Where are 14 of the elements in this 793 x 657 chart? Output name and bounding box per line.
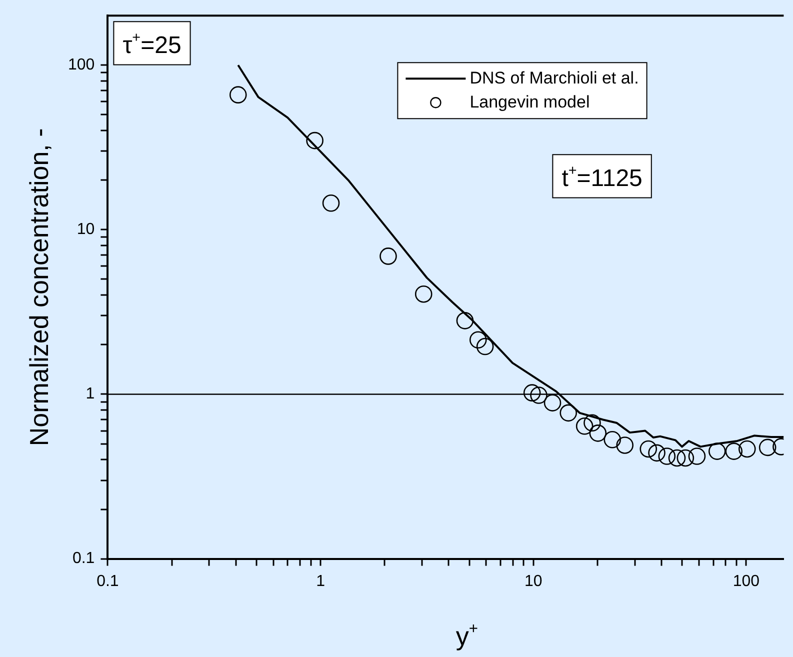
legend-label: DNS of Marchioli et al. xyxy=(470,68,639,88)
y-tick-label: 10 xyxy=(76,221,95,238)
annotation: t+=1125 xyxy=(562,163,642,192)
annotation: τ+=25 xyxy=(122,30,182,59)
legend-label: Langevin model xyxy=(470,92,590,112)
y-tick-label: 0.1 xyxy=(72,550,95,568)
x-tick-label: 10 xyxy=(524,572,542,590)
x-axis-title: y+ xyxy=(456,620,478,651)
y-axis-title: Normalized concentration, - xyxy=(24,128,54,446)
y-tick-label: 100 xyxy=(68,56,95,74)
x-tick-label: 100 xyxy=(732,572,760,590)
y-tick-label: 1 xyxy=(86,386,95,403)
x-tick-label: 0.1 xyxy=(96,572,119,590)
x-tick-label: 1 xyxy=(316,572,326,590)
